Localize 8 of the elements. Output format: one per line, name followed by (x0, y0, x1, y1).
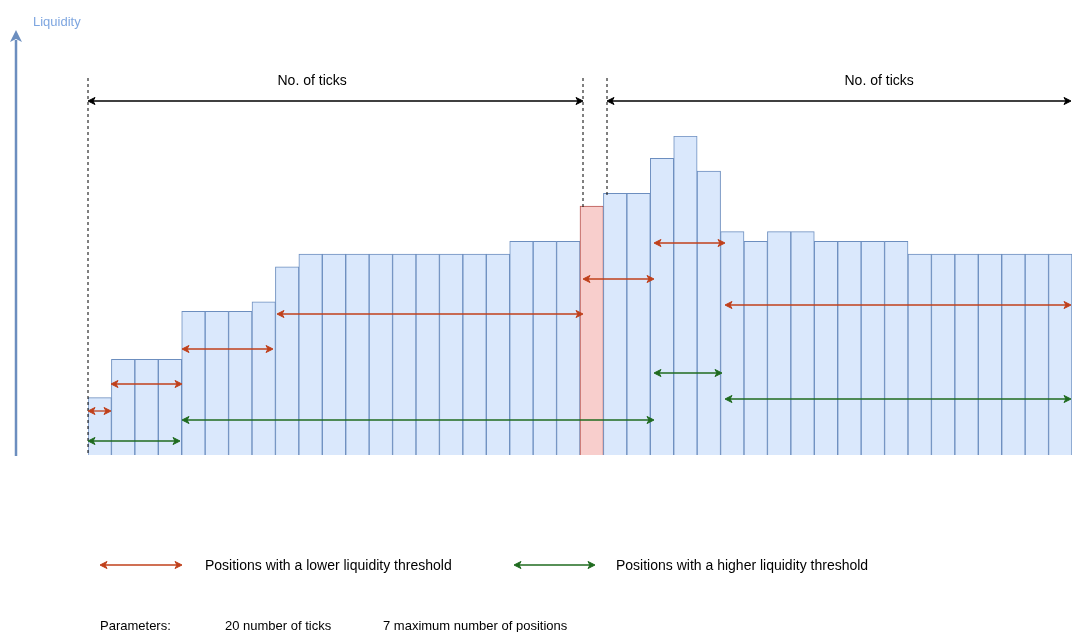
text: 7 maximum number of positions (383, 618, 568, 632)
text: No. of ticks (277, 72, 347, 88)
text: Liquidity (33, 14, 81, 30)
text: Parameters: (100, 618, 171, 632)
text: Positions with a lower liquidity threshold (205, 557, 452, 573)
text: No. of ticks (844, 72, 914, 88)
text: Positions with a higher liquidity threshold (616, 557, 869, 573)
text: 20 number of ticks (225, 618, 332, 632)
